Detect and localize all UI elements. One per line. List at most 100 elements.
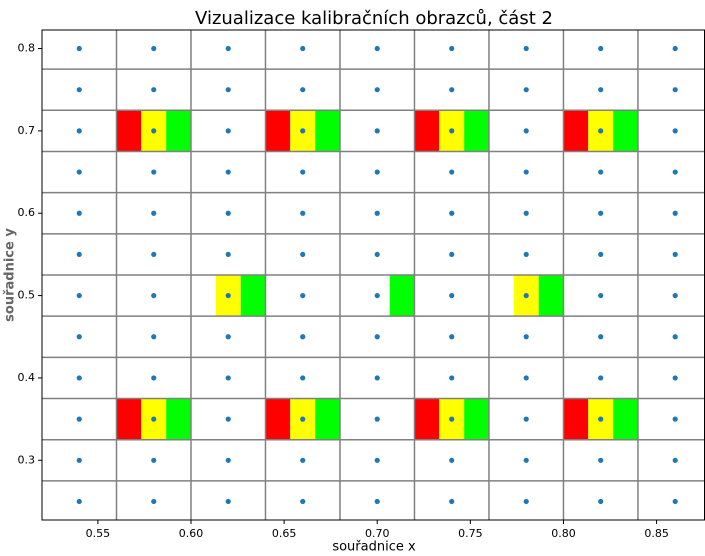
- point: [374, 334, 380, 340]
- point: [300, 334, 306, 340]
- calibration-rect: [538, 275, 564, 317]
- point: [598, 169, 604, 175]
- x-tick-label: 0.70: [365, 527, 390, 540]
- point: [151, 128, 157, 134]
- point: [151, 45, 157, 52]
- point: [76, 45, 82, 52]
- point: [374, 169, 380, 175]
- point: [598, 457, 604, 463]
- point: [598, 45, 604, 52]
- point: [225, 169, 231, 175]
- point: [151, 416, 157, 422]
- point: [374, 87, 380, 93]
- point: [76, 87, 82, 93]
- calibration-rect: [414, 110, 440, 152]
- point: [672, 251, 678, 258]
- point: [672, 375, 678, 381]
- point: [151, 334, 157, 340]
- calibration-rect: [166, 398, 191, 440]
- point: [300, 457, 306, 463]
- point: [76, 334, 82, 340]
- calibration-rect: [563, 398, 589, 440]
- point: [151, 87, 157, 93]
- point: [449, 416, 455, 422]
- point: [672, 416, 678, 422]
- y-tick-label: 0.3: [18, 453, 36, 466]
- point: [523, 334, 529, 340]
- point: [672, 210, 678, 216]
- point: [300, 375, 306, 381]
- point: [523, 87, 529, 93]
- point: [225, 210, 231, 216]
- calibration-rect: [464, 398, 489, 440]
- x-axis-label: souřadnice x: [332, 540, 416, 555]
- point: [225, 457, 231, 463]
- x-tick-label: 0.85: [644, 527, 669, 540]
- point: [225, 45, 231, 52]
- point: [449, 128, 455, 134]
- point: [151, 210, 157, 216]
- point: [449, 292, 455, 299]
- point: [449, 87, 455, 93]
- point: [300, 45, 306, 52]
- point: [76, 416, 82, 422]
- calibration-rect: [414, 398, 440, 440]
- point: [449, 498, 455, 505]
- point: [672, 45, 678, 52]
- point: [225, 334, 231, 340]
- point: [76, 292, 82, 299]
- point: [374, 128, 380, 134]
- x-tick-label: 0.60: [179, 527, 204, 540]
- point: [225, 292, 231, 299]
- point: [151, 169, 157, 175]
- calibration-rect: [116, 110, 142, 152]
- point: [672, 498, 678, 505]
- point: [374, 498, 380, 505]
- point: [598, 416, 604, 422]
- point: [523, 210, 529, 216]
- point: [225, 498, 231, 505]
- point: [449, 210, 455, 216]
- point: [598, 375, 604, 381]
- point: [151, 498, 157, 505]
- point: [76, 375, 82, 381]
- point: [523, 45, 529, 52]
- calibration-rect: [613, 110, 638, 152]
- point: [151, 375, 157, 381]
- point: [374, 251, 380, 258]
- point: [225, 251, 231, 258]
- point: [598, 292, 604, 299]
- point: [449, 251, 455, 258]
- point: [523, 498, 529, 505]
- point: [300, 87, 306, 93]
- point: [523, 128, 529, 134]
- y-tick-label: 0.8: [18, 42, 36, 55]
- point: [300, 498, 306, 505]
- point: [151, 457, 157, 463]
- point: [449, 334, 455, 340]
- x-tick-label: 0.55: [86, 527, 111, 540]
- point: [225, 128, 231, 134]
- y-axis-label: souřadnice y: [3, 228, 18, 322]
- point: [523, 416, 529, 422]
- x-tick-label: 0.80: [551, 527, 576, 540]
- point: [374, 210, 380, 216]
- calibration-rect: [265, 110, 291, 152]
- point: [598, 128, 604, 134]
- point: [598, 87, 604, 93]
- point: [300, 169, 306, 175]
- point: [598, 498, 604, 505]
- point: [76, 457, 82, 463]
- calibration-rect: [464, 110, 489, 152]
- calibration-rect: [315, 398, 340, 440]
- point: [449, 169, 455, 175]
- point: [449, 375, 455, 381]
- calibration-rect: [116, 398, 142, 440]
- point: [76, 210, 82, 216]
- point: [523, 375, 529, 381]
- point: [523, 169, 529, 175]
- x-tick-label: 0.65: [272, 527, 297, 540]
- point: [449, 45, 455, 52]
- point: [225, 87, 231, 93]
